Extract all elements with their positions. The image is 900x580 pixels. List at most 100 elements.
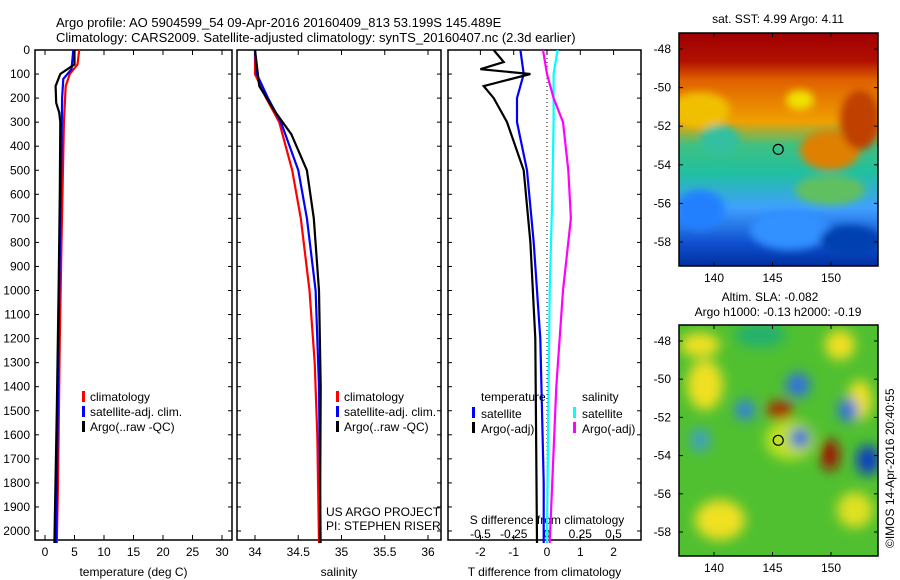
- y-tick-label: 1800: [3, 476, 30, 490]
- sla-patch: [837, 492, 873, 528]
- map-y-tick-label: -56: [654, 487, 672, 501]
- title-line-1: Argo profile: AO 5904599_54 09-Apr-2016 …: [56, 15, 502, 30]
- sla-patch: [687, 360, 723, 410]
- y-tick-label: 1000: [3, 284, 30, 298]
- sst-patch: [800, 130, 860, 170]
- legend-label: Argo(-adj): [582, 422, 635, 436]
- y-tick-label: 1600: [3, 428, 30, 442]
- sla-patch: [735, 325, 785, 347]
- legend-swatch: [82, 391, 85, 402]
- sla-patch: [838, 398, 858, 422]
- x-tick-label: 0: [42, 545, 49, 559]
- plot-frame-salinity: [236, 49, 442, 541]
- sla-patch: [695, 500, 745, 540]
- y-tick-label: 800: [10, 235, 30, 249]
- y-tick-label: 600: [10, 187, 30, 201]
- legend-title-salinity: salinity: [582, 390, 619, 404]
- x-tick-label: 2: [610, 545, 617, 559]
- map-title-line-1: Altim. SLA: -0.082: [722, 290, 819, 304]
- map-sla: [679, 325, 878, 556]
- sla-patch: [791, 436, 799, 444]
- x-tick-label: 30: [215, 545, 229, 559]
- x-tick-label: -1: [508, 545, 519, 559]
- series-t-argo-adj-: [480, 49, 539, 544]
- series-s-satellite: [545, 49, 559, 544]
- map-x-tick-label: 145: [762, 561, 782, 575]
- legend-swatch: [336, 421, 339, 432]
- x-axis-label: T difference from climatology: [468, 565, 622, 579]
- series-argo-raw-qc-: [53, 50, 76, 544]
- x-axis-label: salinity: [321, 565, 358, 579]
- legend-swatch: [573, 407, 576, 418]
- map-title: sat. SST: 4.99 Argo: 4.11: [712, 12, 844, 26]
- x2-tick-label: 0.25: [569, 527, 593, 541]
- map-y-tick-label: -52: [654, 119, 672, 133]
- sla-patch: [856, 445, 878, 475]
- sst-patch: [679, 92, 730, 128]
- legend-label: satellite-adj. clim.: [344, 405, 436, 419]
- map-x-tick-label: 145: [762, 271, 782, 285]
- sst-patch: [820, 225, 878, 255]
- watermark: ©IMOS 14-Apr-2016 20:40:55: [883, 388, 897, 548]
- y-tick-label: 1200: [3, 332, 30, 346]
- legend-label: Argo(..raw -QC): [344, 420, 429, 434]
- legend-swatch: [573, 422, 576, 433]
- series-satellite-adj-clim-: [253, 49, 322, 544]
- y-tick-label: 1700: [3, 452, 30, 466]
- map-y-tick-label: -58: [654, 525, 672, 539]
- x-tick-label: 36: [421, 545, 435, 559]
- legend-swatch: [336, 391, 339, 402]
- map-y-tick-label: -48: [654, 334, 672, 348]
- x-tick-label: 35: [335, 545, 349, 559]
- map-y-tick-label: -56: [654, 196, 672, 210]
- x-tick-label: 34: [248, 545, 262, 559]
- x-tick-label: 35.5: [373, 545, 397, 559]
- map-x-tick-label: 150: [821, 271, 841, 285]
- map-y-tick-label: -52: [654, 410, 672, 424]
- legend-swatch: [472, 407, 475, 418]
- x-tick-label: 25: [186, 545, 200, 559]
- y-tick-label: 1100: [4, 308, 30, 322]
- sla-patch: [680, 333, 720, 357]
- sst-patch: [679, 190, 725, 230]
- argo-location-marker: [772, 143, 784, 155]
- legend-label: satellite: [481, 407, 522, 421]
- x-tick-label: 5: [71, 545, 78, 559]
- argo-location-marker: [772, 434, 784, 446]
- series-s-argo-adj-: [541, 49, 573, 544]
- map-sst: [679, 33, 878, 266]
- sla-patch: [825, 330, 855, 360]
- map-x-tick-label: 140: [704, 271, 724, 285]
- map-y-tick-label: -58: [654, 235, 672, 249]
- sla-patch: [786, 373, 810, 397]
- y-tick-label: 1400: [3, 380, 30, 394]
- map-frame: [678, 324, 879, 557]
- x-tick-label: 10: [97, 545, 111, 559]
- legend-swatch: [472, 422, 475, 433]
- x-axis-label: temperature (deg C): [79, 565, 187, 579]
- series-t-satellite: [515, 49, 545, 543]
- legend-label: satellite-adj. clim.: [90, 405, 182, 419]
- y-tick-label: 0: [23, 43, 30, 57]
- y-tick-label: 300: [10, 115, 30, 129]
- y-tick-label: 700: [10, 211, 30, 225]
- sst-patch: [786, 90, 814, 110]
- y-tick-label: 500: [10, 163, 30, 177]
- series-argo-raw-qc-: [253, 49, 322, 544]
- legend-swatch: [82, 406, 85, 417]
- y-tick-label: 1300: [3, 356, 30, 370]
- map-x-tick-label: 150: [821, 561, 841, 575]
- x2-tick-label: -0.25: [500, 527, 528, 541]
- legend-title-temperature: temperature: [481, 390, 546, 404]
- x-tick-label: 34.5: [287, 545, 311, 559]
- x2-tick-label: -0.5: [470, 527, 491, 541]
- series-climatology: [55, 49, 81, 544]
- credit-line-2: PI: STEPHEN RISER: [326, 519, 441, 533]
- map-y-tick-label: -54: [654, 449, 672, 463]
- plot-frame-difference: [447, 49, 642, 541]
- series-climatology: [253, 50, 321, 544]
- legend-swatch: [82, 421, 85, 432]
- x-tick-label: 1: [577, 545, 584, 559]
